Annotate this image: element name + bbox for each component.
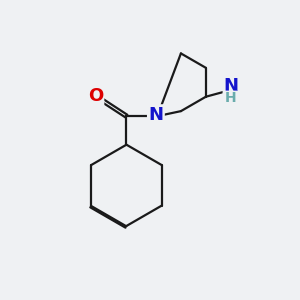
Text: N: N — [148, 106, 164, 124]
Text: O: O — [88, 86, 103, 104]
Text: N: N — [224, 77, 238, 95]
Text: H: H — [225, 91, 237, 105]
